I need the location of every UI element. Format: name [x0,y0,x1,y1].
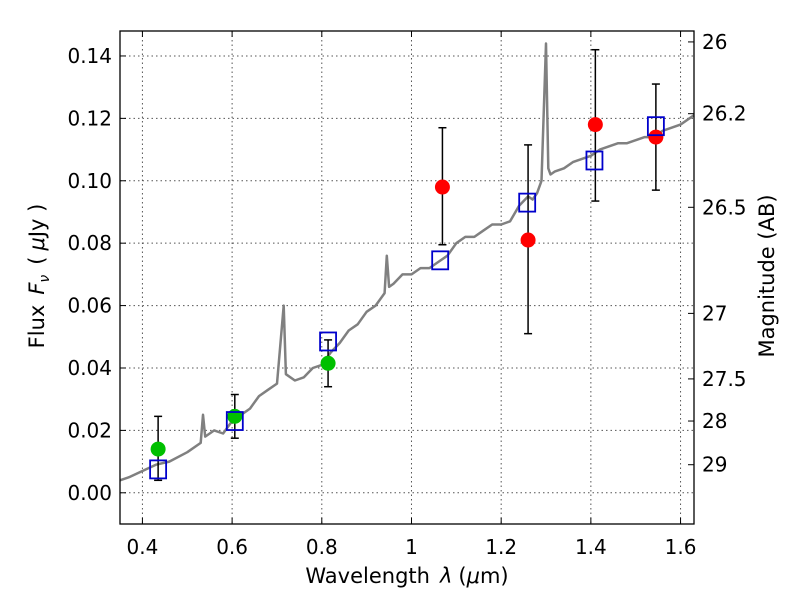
y2-axis-label: Magnitude (AB) [755,194,779,357]
y-tick-label: 0.10 [67,169,112,193]
observed-red-point [648,129,664,145]
model-square [149,459,168,480]
x-axis-label: Wavelength λ (μm) [305,564,508,588]
y2-tick-labels: 26 26.2 26.5 27 27.5 28 29 [702,30,747,477]
spectrum-line [119,42,695,482]
y-tick-label: 0.14 [67,44,112,68]
axis-ticks [120,31,694,524]
y2-tick-label: 27.5 [702,367,747,391]
y-tick-label: 0.08 [67,231,112,255]
spectrum-layer [119,42,695,482]
x-tick-label: 1.2 [485,535,517,559]
observed-red-point [520,232,536,248]
x-tick-label: 0.6 [216,535,248,559]
model-square [585,150,604,171]
observed-red-point [434,179,450,195]
model-square [646,116,665,137]
y-tick-label: 0.00 [67,481,112,505]
x-tick-label: 1.4 [575,535,607,559]
plot-frame [119,30,695,525]
observed-red-point [587,117,603,133]
model-square [518,192,537,213]
y-tick-label: 0.06 [67,294,112,318]
y-tick-label: 0.02 [67,418,112,442]
y-axis-label: FluxFν(μJy ) [25,204,53,349]
y2-tick-label: 26.2 [702,102,747,126]
y2-tick-label: 27 [702,301,727,325]
grid [120,31,694,524]
model-points [149,116,665,480]
y2-tick-label: 28 [702,409,727,433]
model-square [431,250,450,271]
y2-tick-label: 26.5 [702,195,747,219]
x-tick-label: 0.4 [127,535,159,559]
y-tick-label: 0.04 [67,356,112,380]
y2-tick-label: 29 [702,453,727,477]
model-square [319,331,337,352]
y2-tick-label: 26 [702,30,727,54]
x-tick-label: 0.8 [306,535,338,559]
y-tick-label: 0.12 [67,106,112,130]
x-tick-label: 1.6 [665,535,697,559]
observed-green-point [227,408,243,424]
model-square [225,411,244,431]
x-tick-label: 1 [405,535,418,559]
observed-green-point [150,441,166,457]
y-tick-labels: 0.00 0.02 0.04 0.06 0.08 0.10 0.12 0.14 [67,44,112,505]
x-tick-labels: 0.4 0.6 0.8 1 1.2 1.4 1.6 [127,535,697,559]
observed-green-point [320,355,336,371]
